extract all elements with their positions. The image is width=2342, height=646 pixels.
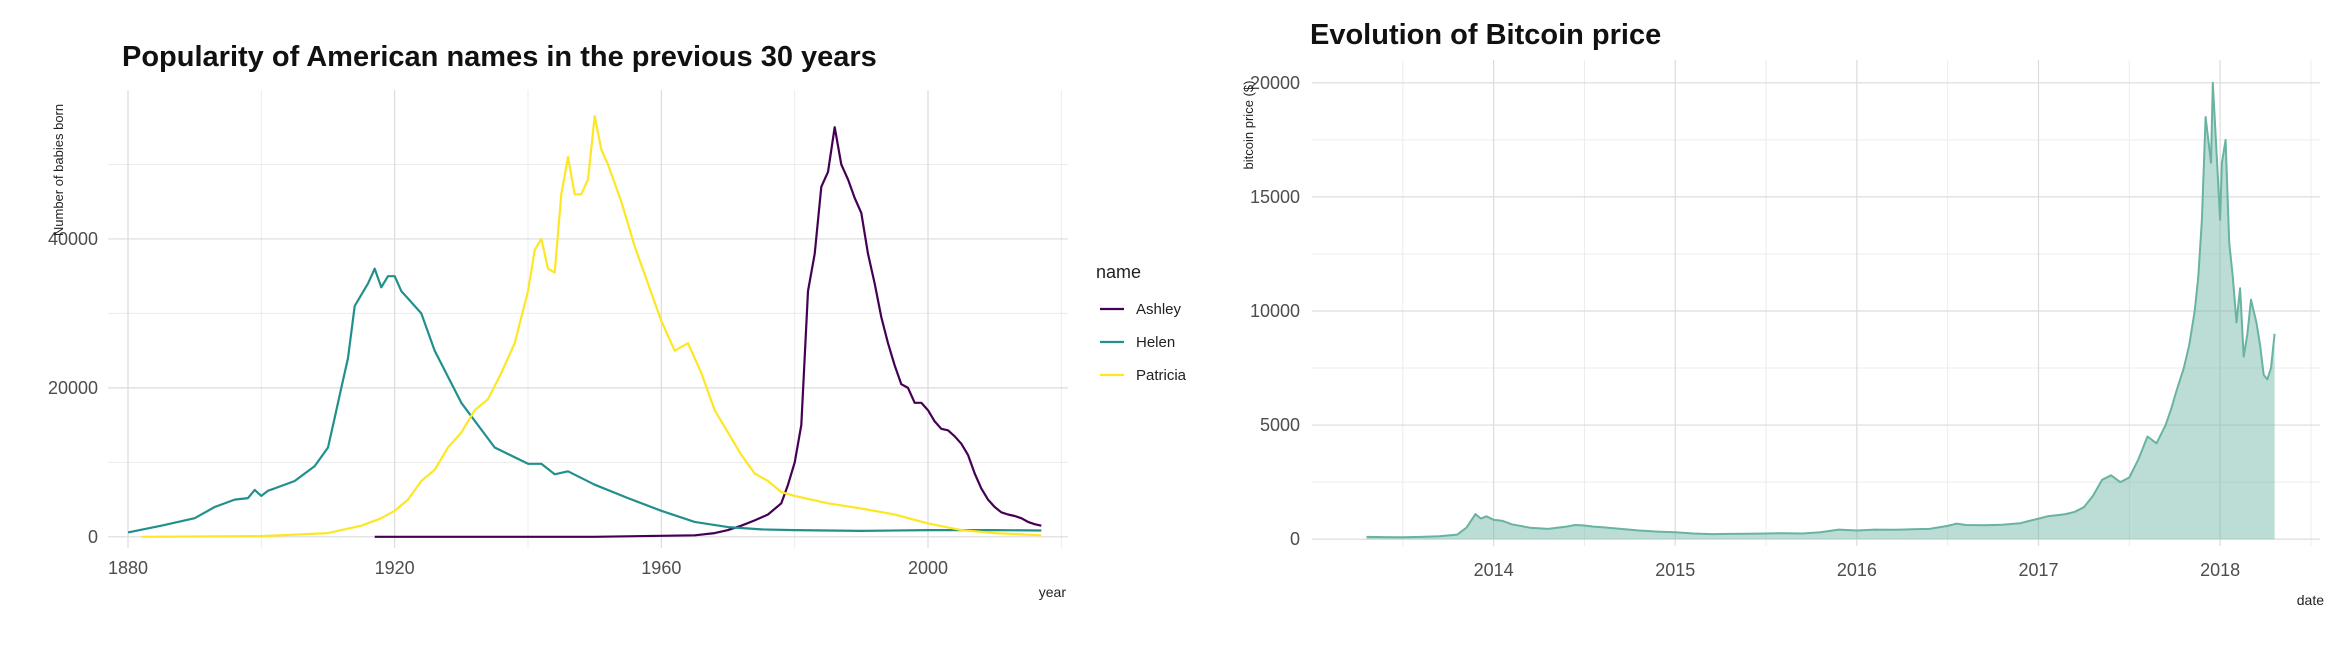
legend-label-patricia: Patricia: [1136, 367, 1187, 384]
series-line-patricia: [141, 115, 1042, 538]
series-line-helen: [127, 267, 1042, 534]
names-y-ticks: 0 20000 40000: [48, 229, 98, 547]
names-chart: 1880 1920 1960 2000 0 20000 40000 Popularity …: [48, 41, 1187, 600]
names-grid: [108, 90, 1068, 548]
names-x-tick-label: 1960: [641, 558, 681, 578]
names-x-tick-label: 1920: [375, 558, 415, 578]
bitcoin-y-ticks: 0 5000 10000 15000 20000: [1250, 73, 1300, 549]
names-y-tick-label: 20000: [48, 378, 98, 398]
bitcoin-chart-title: Evolution of Bitcoin price: [1310, 19, 1661, 51]
names-x-tick-label: 1880: [108, 558, 148, 578]
names-y-tick-label: 40000: [48, 229, 98, 249]
names-x-ticks: 1880 1920 1960 2000: [108, 558, 948, 578]
bitcoin-y-tick-label: 0: [1290, 529, 1300, 549]
bitcoin-chart: 2014 2015 2016 2017 2018 0 5000 10000 15000 2000…: [1241, 19, 2324, 608]
bitcoin-x-axis-label: date: [2297, 592, 2324, 608]
bitcoin-x-tick-label: 2014: [1474, 560, 1514, 580]
bitcoin-x-ticks: 2014 2015 2016 2017 2018: [1474, 560, 2241, 580]
bitcoin-x-tick-label: 2016: [1837, 560, 1877, 580]
names-x-tick-label: 2000: [908, 558, 948, 578]
bitcoin-x-tick-label: 2015: [1655, 560, 1695, 580]
legend-label-ashley: Ashley: [1136, 301, 1182, 318]
bitcoin-area-fill: [1366, 82, 2275, 540]
names-y-tick-label: 0: [88, 527, 98, 547]
bitcoin-y-tick-label: 20000: [1250, 73, 1300, 93]
names-x-axis-label: year: [1039, 584, 1067, 600]
bitcoin-price-line: [1366, 81, 2276, 539]
bitcoin-y-tick-label: 10000: [1250, 301, 1300, 321]
names-lines: [127, 115, 1042, 538]
series-line-ashley: [374, 126, 1042, 538]
bitcoin-y-tick-label: 5000: [1260, 415, 1300, 435]
bitcoin-grid: [1312, 60, 2320, 546]
bitcoin-y-tick-label: 15000: [1250, 187, 1300, 207]
names-y-axis-label: Number of babies born: [51, 104, 66, 236]
names-legend: name Ashley Helen Patricia: [1096, 262, 1187, 384]
bitcoin-x-tick-label: 2017: [2018, 560, 2058, 580]
bitcoin-area: [1366, 81, 2276, 540]
bitcoin-x-tick-label: 2018: [2200, 560, 2240, 580]
bitcoin-y-axis-label: bitcoin price ($): [1241, 81, 1256, 170]
names-legend-title: name: [1096, 262, 1141, 282]
names-chart-title: Popularity of American names in the prev…: [122, 41, 877, 73]
legend-label-helen: Helen: [1136, 334, 1175, 351]
